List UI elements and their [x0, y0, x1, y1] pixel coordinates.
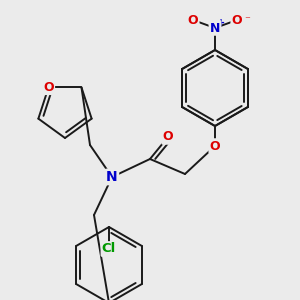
Text: N: N	[106, 170, 118, 184]
Text: O: O	[188, 14, 198, 26]
Text: O: O	[163, 130, 173, 143]
Text: O: O	[210, 140, 220, 152]
Text: ⁻: ⁻	[244, 15, 250, 25]
Text: Cl: Cl	[102, 242, 116, 256]
Text: O: O	[232, 14, 242, 26]
Text: +: +	[217, 18, 225, 28]
Text: O: O	[43, 81, 54, 94]
Text: N: N	[210, 22, 220, 34]
